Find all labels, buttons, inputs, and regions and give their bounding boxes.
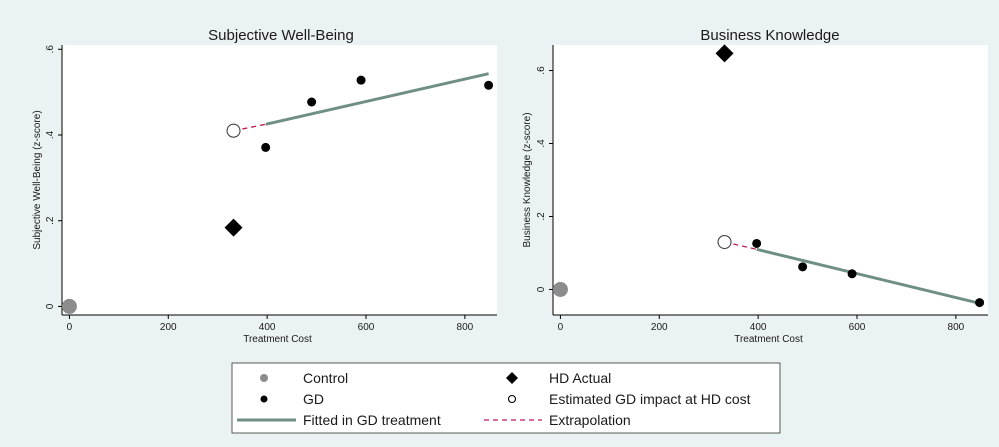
estimated-gd-point (717, 234, 732, 250)
y-tick-label: .4 (45, 130, 56, 139)
legend-label-gd: GD (303, 391, 324, 407)
gd-point (484, 80, 494, 90)
legend-marker-gd (260, 395, 268, 403)
x-tick-label: 400 (259, 322, 276, 333)
y-axis-label: Business Knowledge (z-score) (522, 112, 533, 247)
x-tick-label: 800 (457, 322, 474, 333)
legend-label-hd-actual: HD Actual (549, 370, 611, 386)
extrapolation-line (724, 241, 757, 250)
y-tick-label: .6 (536, 66, 547, 75)
x-axis-label: Treatment Cost (243, 334, 312, 345)
x-tick-label: 200 (160, 322, 177, 333)
x-tick-label: 0 (67, 322, 73, 333)
gd-point (261, 142, 271, 152)
y-tick-label: .2 (45, 216, 56, 225)
legend-label-control: Control (303, 370, 348, 386)
fitted-line (756, 247, 980, 305)
y-tick-label: 0 (45, 303, 56, 309)
extrapolation-line (233, 123, 266, 132)
x-axis-label: Treatment Cost (734, 334, 803, 345)
legend-label-extrapolation: Extrapolation (549, 412, 631, 428)
chart-title: Subjective Well-Being (208, 27, 354, 44)
legend-marker-hd-actual (506, 372, 518, 384)
hd-actual-point (224, 218, 243, 237)
x-tick-label: 600 (849, 322, 866, 333)
legend-box (231, 362, 781, 434)
estimated-gd-point (226, 123, 241, 138)
plot-area (62, 45, 497, 315)
x-tick-label: 400 (750, 322, 767, 333)
y-tick-label: 0 (536, 286, 547, 292)
control-point (552, 281, 568, 297)
panel-business-knowledge: Business Knowledge 0 .2 .4 .6 0 200 400 600 800 Tr… (522, 27, 988, 345)
control-point (61, 298, 77, 314)
x-tick-label: 200 (651, 322, 668, 333)
gd-point (356, 75, 366, 85)
legend-marker-estimated (507, 394, 517, 404)
gd-point (847, 269, 857, 279)
legend-label-estimated: Estimated GD impact at HD cost (549, 391, 751, 407)
fitted-line (265, 72, 489, 126)
plot-area (553, 45, 988, 315)
gd-point (307, 97, 317, 107)
y-tick-label: .6 (45, 45, 56, 54)
legend: Control HD Actual GD Estimated GD impact… (231, 362, 781, 434)
y-axis-label: Subjective Well-Being (z-score) (32, 110, 43, 249)
gd-point (752, 238, 762, 248)
y-tick-label: .4 (536, 139, 547, 148)
panel-subjective-well-being: Subjective Well-Being 0 .2 .4 .6 0 200 400 600 80… (32, 27, 497, 345)
chart-title: Business Knowledge (700, 27, 839, 44)
legend-marker-control (260, 374, 268, 382)
legend-label-fitted: Fitted in GD treatment (303, 412, 441, 428)
gd-point (975, 298, 985, 308)
x-tick-label: 600 (358, 322, 375, 333)
x-tick-label: 0 (558, 322, 564, 333)
y-tick-label: .2 (536, 212, 547, 221)
x-tick-label: 800 (948, 322, 965, 333)
gd-point (798, 262, 808, 272)
hd-actual-point (715, 44, 734, 63)
